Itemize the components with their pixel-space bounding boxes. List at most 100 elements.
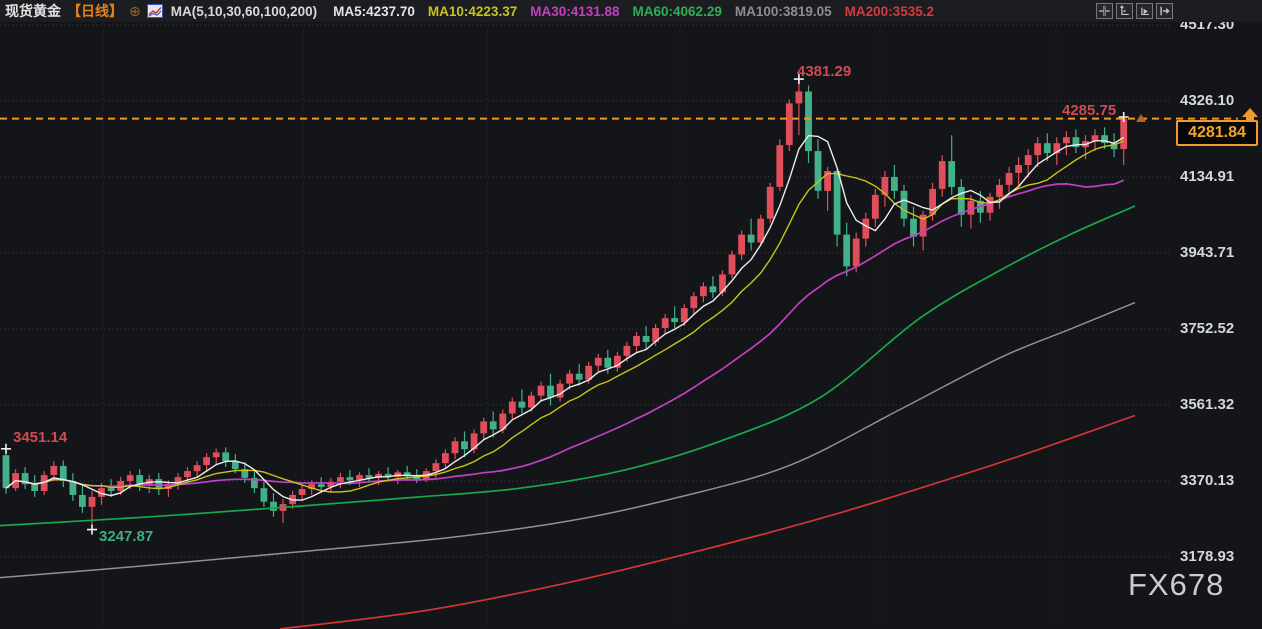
candle-body	[375, 473, 382, 478]
candle-body	[919, 214, 927, 237]
candle-body	[432, 463, 440, 472]
candle-body	[461, 441, 468, 450]
axis-forward-icon[interactable]	[1136, 3, 1153, 19]
ma-legend-item: MA100:3819.05	[734, 3, 832, 19]
axis-back-icon[interactable]	[1116, 3, 1133, 19]
candle-body	[871, 194, 879, 219]
candle-body	[661, 318, 669, 328]
candle-body	[585, 365, 593, 380]
instrument-title: 现货黄金	[5, 3, 61, 19]
candle-body	[165, 484, 172, 489]
candle-body	[193, 465, 201, 472]
ma-line-ma100	[0, 301, 1136, 579]
current-price-badge[interactable]: 4281.84	[1176, 120, 1258, 146]
candle-body	[337, 477, 344, 482]
candle-body	[900, 190, 908, 219]
ma-line-ma30	[5, 179, 1125, 489]
candle-body	[451, 441, 459, 454]
price-annotation: 4381.29	[797, 63, 852, 80]
candle-body	[470, 433, 478, 450]
candle-body	[728, 254, 736, 275]
ma-legend-item: MA30:4131.88	[530, 3, 620, 19]
candle-body	[50, 465, 58, 475]
candle-body	[633, 336, 640, 346]
candle-body	[136, 475, 144, 485]
jump-latest-icon[interactable]	[1156, 3, 1173, 19]
candle-body	[929, 188, 936, 215]
pan-cross-icon[interactable]	[1096, 3, 1113, 19]
ma-legend-item: MA200:3535.2	[844, 3, 934, 19]
candle-body	[499, 413, 507, 430]
candle-body	[298, 489, 306, 495]
candle-body	[996, 184, 1003, 197]
price-annotation: 3451.14	[13, 429, 68, 446]
candle-body	[1015, 165, 1022, 173]
candle-body	[805, 91, 812, 152]
candle-body	[709, 286, 717, 293]
candle-body	[317, 484, 325, 487]
candle-body	[79, 495, 86, 507]
candle-body	[98, 488, 105, 497]
candle-body	[384, 473, 392, 478]
candle-body	[852, 238, 860, 267]
ma-legend-item: MA5:4237.70	[333, 3, 415, 19]
candle-body	[824, 171, 831, 191]
candle-body	[69, 481, 77, 495]
candle-body	[1072, 137, 1080, 148]
candle-body	[957, 186, 965, 215]
candle-body	[1110, 143, 1118, 150]
ma-line-ma60	[0, 205, 1136, 527]
candle-body	[556, 383, 564, 398]
candle-body	[1024, 155, 1032, 165]
candle-body	[1063, 137, 1070, 144]
candle-body	[833, 171, 841, 235]
ma-line-ma200	[279, 414, 1136, 629]
candle-body	[814, 151, 822, 191]
candle-body	[231, 461, 239, 470]
fx678-watermark: FX678	[1128, 567, 1225, 602]
candle-body	[785, 103, 793, 146]
candle-body	[184, 471, 191, 478]
candle-body	[1120, 118, 1128, 150]
candle-body	[508, 401, 516, 414]
candle-body	[891, 177, 898, 191]
candle-body	[738, 234, 745, 255]
candle-body	[126, 475, 134, 482]
candle-body	[604, 357, 612, 368]
candle-body	[614, 355, 621, 368]
candle-body	[2, 455, 10, 489]
candle-body	[403, 472, 411, 477]
extreme-cross-icon	[1, 443, 11, 454]
candle-body	[1091, 135, 1099, 142]
circle-plus-icon[interactable]: ⊕	[129, 3, 141, 19]
candle-body	[1101, 135, 1108, 144]
extreme-cross-icon	[1118, 112, 1129, 122]
candle-body	[671, 318, 679, 323]
ma-line-ma5	[5, 134, 1125, 501]
chart-header: 现货黄金 【日线】 ⊕ MA(5,10,30,60,100,200) MA5:4…	[0, 0, 1262, 22]
candle-body	[986, 196, 994, 213]
candle-body	[623, 345, 631, 356]
extreme-cross-icon	[87, 524, 97, 535]
candle-body	[308, 484, 316, 489]
ma-formula-label: MA(5,10,30,60,100,200)	[170, 3, 318, 19]
y-axis-label: 3178.93	[1180, 548, 1235, 565]
y-axis-label: 3752.52	[1180, 319, 1235, 337]
candle-body	[270, 501, 277, 511]
candle-body	[174, 477, 182, 485]
ma-legend: MA5:4237.70 MA10:4223.37 MA30:4131.88 MA60:…	[333, 4, 934, 19]
mini-chart-icon[interactable]	[146, 4, 163, 18]
candle-body	[757, 218, 765, 243]
candle-body	[442, 453, 449, 464]
candle-body	[776, 145, 784, 187]
candle-body	[642, 336, 650, 342]
candle-body	[241, 469, 249, 478]
extreme-cross-icon	[793, 74, 804, 85]
candle-body	[528, 395, 535, 408]
timeframe-label[interactable]: 【日线】	[67, 3, 123, 19]
chart-toolbar	[1096, 3, 1173, 19]
candle-body	[690, 296, 698, 309]
candle-body	[910, 218, 917, 237]
y-axis-label: 3561.32	[1180, 396, 1235, 413]
